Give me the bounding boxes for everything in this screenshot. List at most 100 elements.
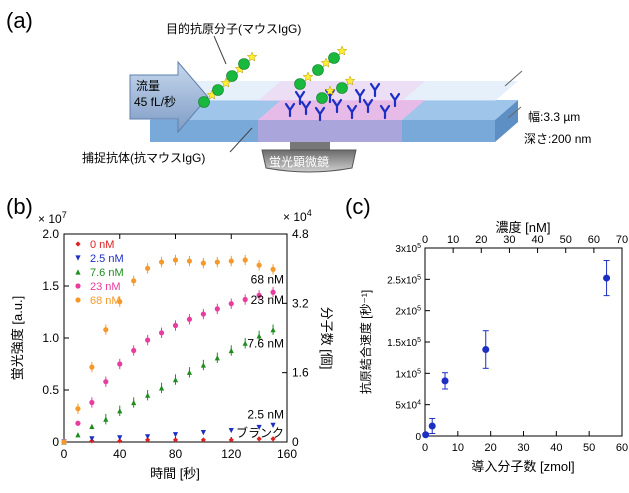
fluorescent-label-icon: [220, 77, 232, 88]
legend-label: 2.5 nM: [90, 253, 124, 265]
x-tick-label: 80: [169, 447, 183, 461]
legend-entry: 68 nM: [75, 295, 121, 307]
chart-c-frame: [424, 247, 623, 437]
data-point: [131, 347, 137, 354]
chart-c-x-tick-labels: 0 10 20 30 40 50 60: [422, 442, 628, 454]
data-point: [256, 333, 262, 339]
data-point: [103, 379, 109, 385]
data-point: [228, 427, 234, 434]
data-point: [145, 392, 151, 398]
series-end-label: 68 nM: [251, 272, 284, 286]
data-point: [214, 259, 220, 265]
antigen-molecule-icon: [212, 84, 224, 96]
capture-leader-line: [229, 127, 253, 153]
legend-entry: 7.6 nM: [75, 267, 124, 279]
data-point: [103, 416, 109, 422]
chart-b: 0 40 80 120 160 0 0.5 1.0 1.5 2.0 0 1.6 3.2 4.8 ブラン…: [10, 208, 334, 481]
data-point: [75, 269, 81, 275]
antigen-molecule-icon: [238, 58, 250, 70]
legend-label: 68 nM: [90, 295, 121, 307]
data-point: [172, 432, 179, 438]
x-tick-label: 160: [277, 447, 297, 461]
x-tick-label: 10: [452, 442, 464, 454]
capture-antibody-icon: [331, 98, 343, 114]
y-tick-label: 1.0: [42, 331, 59, 345]
chart-c-points: [422, 260, 611, 439]
data-point: [117, 299, 123, 305]
data-point: [186, 258, 193, 264]
data-point: [270, 422, 276, 428]
antigen-molecule-icon: [328, 52, 340, 64]
data-point: [117, 438, 123, 444]
width-dimension: [504, 70, 523, 87]
channel-depth-label: 深さ:200 nm: [524, 132, 591, 146]
panel-a-label: (a): [6, 8, 33, 33]
data-point: [172, 257, 179, 263]
y2-tick-label: 1.6: [292, 366, 309, 380]
x2-tick-label: 60: [588, 234, 600, 246]
y-tick-label: 1.5: [42, 279, 59, 293]
fluorescent-label-icon: [246, 51, 258, 62]
series-end-label: 7.6 nM: [247, 337, 284, 351]
data-point-group: [428, 417, 436, 434]
chart-c: 0 10 20 30 40 50 60 0 10 20 30 40 50 60 70 0 5x104 1x10…: [358, 220, 628, 474]
data-point: [158, 385, 165, 391]
antigen-molecule-icon: [316, 92, 328, 104]
y-tick-label: 0: [52, 435, 59, 449]
data-point: [256, 424, 262, 431]
data-point: [172, 377, 179, 383]
data-point: [256, 262, 262, 268]
data-point-group: [422, 431, 430, 439]
legend-label: 7.6 nM: [90, 267, 124, 279]
data-point: [242, 296, 248, 303]
y-tick-label: 5x104: [395, 400, 421, 412]
x-tick-label: 60: [616, 442, 628, 454]
data-point: [145, 434, 151, 440]
x2-tick-label: 20: [475, 234, 487, 246]
series-7.6-nM: [61, 324, 276, 445]
antigen-molecule-icon: [198, 96, 210, 108]
data-point: [200, 362, 206, 368]
channel-side-face: [495, 100, 518, 142]
data-point: [270, 436, 276, 442]
chart-b-y-multiplier: × 107: [38, 210, 67, 226]
flow-arrow: 流量 45 fL/秒: [129, 60, 209, 134]
capture-zone: [258, 100, 425, 120]
microscope-label: 蛍光顕微鏡: [269, 154, 329, 169]
y-tick-label: 0.5: [42, 383, 59, 397]
chart-b-y-axis-title: 蛍光強度 [a.u.]: [10, 296, 25, 381]
antigen-molecule-icon: [312, 64, 324, 76]
data-point: [482, 346, 490, 354]
capture-antibody-icon: [314, 106, 326, 122]
series-23-nM: [61, 287, 276, 445]
chart-b-y-tick-labels: 0 0.5 1.0 1.5 2.0: [42, 227, 59, 449]
data-point: [441, 377, 449, 385]
data-point: [172, 322, 179, 329]
data-point: [131, 278, 137, 284]
data-point: [228, 437, 234, 443]
data-point: [75, 241, 81, 247]
legend-entry: 2.5 nM: [75, 253, 124, 265]
data-point: [75, 255, 81, 261]
capture-antibody-icon: [284, 102, 296, 118]
target-antigen-label: 目的抗原分子(マウスIgG): [166, 21, 301, 36]
data-point: [89, 364, 95, 370]
data-point: [256, 436, 262, 442]
data-point: [214, 306, 220, 312]
chart-c-ticks: [424, 247, 623, 437]
capture-zone-front: [258, 120, 402, 142]
data-point: [428, 422, 436, 430]
chart-c-x2-tick-labels: 0 10 20 30 40 50 60 70: [422, 234, 628, 246]
chart-b-x-tick-labels: 0 40 80 120 160: [61, 447, 298, 461]
capture-antibody-icon: [389, 92, 401, 108]
data-point: [242, 340, 248, 346]
channel-width-label: 幅:3.3 µm: [528, 109, 580, 124]
flow-rate-label: 45 fL/秒: [134, 95, 176, 109]
legend-label: 23 nM: [90, 281, 121, 293]
capture-antibody-icon: [354, 88, 366, 104]
data-point: [200, 311, 206, 317]
capture-antibody-label: 捕捉抗体(抗マウスIgG): [82, 150, 205, 165]
data-point: [228, 347, 234, 354]
antigen-molecule-icon: [336, 82, 348, 94]
data-point-group: [603, 260, 611, 297]
